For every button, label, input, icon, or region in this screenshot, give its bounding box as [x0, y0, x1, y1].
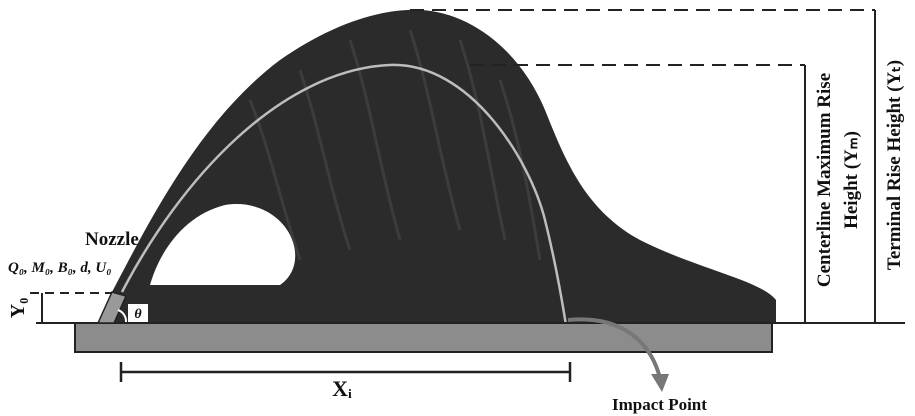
impact-arrowhead: [651, 374, 669, 392]
centerline-label: Height (Yₘ): [841, 131, 862, 229]
nozzle-label: Nozzle: [85, 229, 139, 250]
terminal-label: Terminal Rise Height (Yₜ): [884, 60, 905, 270]
parameters-label: Q₀, M₀, B₀, d, U₀: [8, 260, 111, 276]
diagram: θ Y₀ Nozzle Q₀, M₀, B₀, d, U₀ Terminal R…: [0, 0, 915, 416]
y0-label: Y₀: [7, 298, 29, 318]
xi-label: Xᵢ: [332, 376, 352, 401]
angle-label: θ: [134, 307, 142, 322]
floor: [75, 323, 772, 352]
impact-label: Impact Point: [612, 395, 707, 414]
centerline-label: Centerline Maximum Rise: [814, 73, 835, 287]
